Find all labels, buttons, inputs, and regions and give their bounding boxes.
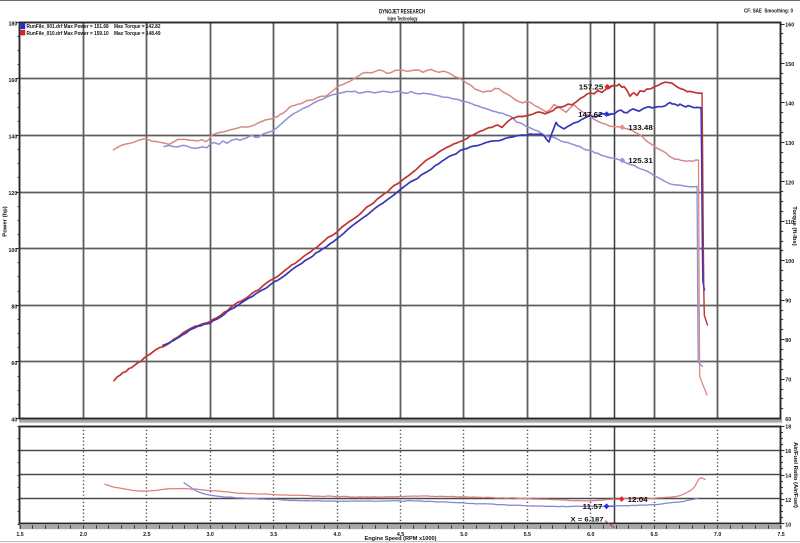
svg-text:1.5: 1.5 [16,532,23,538]
svg-text:40: 40 [11,418,17,424]
svg-text:DYNOJET RESEARCH: DYNOJET RESEARCH [379,10,425,16]
svg-text:6.5: 6.5 [651,532,658,538]
svg-text:RunFile_010.drf Max Power = 15: RunFile_010.drf Max Power = 159.10 Max T… [27,31,161,37]
svg-text:2.5: 2.5 [143,532,150,538]
svg-text:5.5: 5.5 [524,532,531,538]
svg-text:3.5: 3.5 [270,532,277,538]
svg-text:80: 80 [11,304,17,310]
svg-text:3.0: 3.0 [207,532,214,538]
svg-text:4.5: 4.5 [397,532,404,538]
svg-text:120: 120 [8,191,17,197]
svg-text:90: 90 [785,299,791,305]
svg-text:7.0: 7.0 [714,532,721,538]
svg-text:Engine Speed (RPM x1000): Engine Speed (RPM x1000) [365,536,437,542]
svg-text:14: 14 [785,474,791,480]
svg-text:X = 6.187: X = 6.187 [571,516,604,523]
svg-text:Torque (ft-lbs): Torque (ft-lbs) [791,206,797,246]
svg-text:16: 16 [785,449,791,455]
svg-text:140: 140 [785,101,794,107]
svg-text:4.0: 4.0 [333,532,340,538]
svg-text:60: 60 [785,417,791,423]
svg-text:130: 130 [785,141,794,147]
svg-text:140: 140 [8,135,17,141]
svg-text:125.31: 125.31 [628,158,653,165]
svg-text:157.25: 157.25 [579,85,604,92]
svg-text:160: 160 [785,23,794,29]
svg-text:100: 100 [8,248,17,254]
svg-text:2.0: 2.0 [80,532,87,538]
svg-text:120: 120 [785,180,794,186]
svg-text:Power (hp): Power (hp) [3,206,9,236]
svg-text:7.5: 7.5 [777,532,784,538]
svg-text:RunFile_001.drf Max Power = 15: RunFile_001.drf Max Power = 151.68 Max T… [27,24,161,30]
svg-text:147.62: 147.62 [578,112,603,119]
svg-text:100: 100 [785,259,794,265]
svg-text:150: 150 [785,62,794,68]
svg-text:CF: SAE Smoothing: 0: CF: SAE Smoothing: 0 [744,9,793,15]
svg-text:80: 80 [785,338,791,344]
svg-text:6.0: 6.0 [587,532,594,538]
svg-text:160: 160 [8,78,17,84]
svg-text:70: 70 [785,378,791,384]
svg-text:10: 10 [785,522,791,528]
svg-text:12.04: 12.04 [628,497,648,504]
svg-text:Injen Technology: Injen Technology [388,16,419,22]
svg-text:180: 180 [8,21,17,27]
svg-text:5.0: 5.0 [460,532,467,538]
svg-text:110: 110 [785,220,794,226]
svg-text:11.57: 11.57 [583,504,603,511]
svg-text:12: 12 [785,498,791,504]
svg-text:60: 60 [11,361,17,367]
svg-text:Air/Fuel Ratio (Air/Fuel): Air/Fuel Ratio (Air/Fuel) [792,442,798,508]
svg-text:18: 18 [785,425,791,431]
svg-text:133.48: 133.48 [628,125,653,132]
